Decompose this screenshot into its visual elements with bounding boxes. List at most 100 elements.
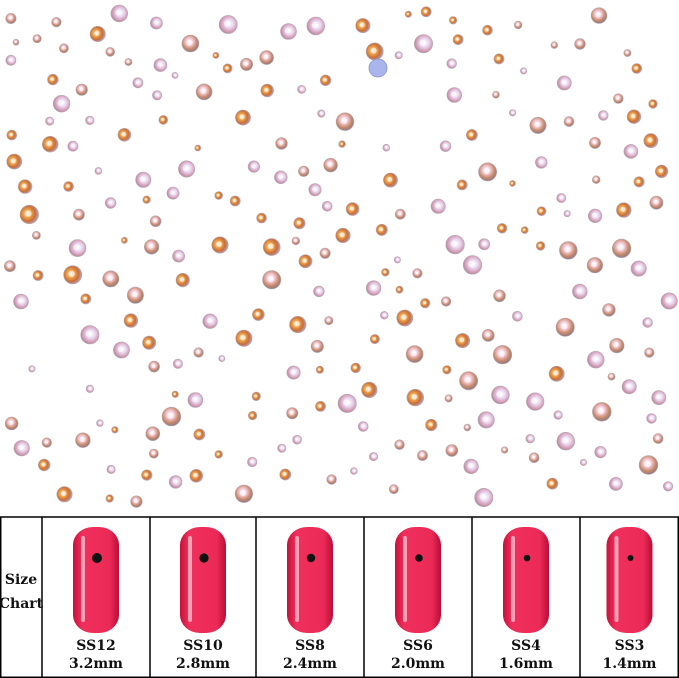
- rhinestone-facet: [411, 393, 418, 400]
- rhinestone-facet: [41, 462, 46, 467]
- rhinestone-facet: [559, 196, 563, 200]
- size-code: SS4: [511, 638, 541, 654]
- rhinestone-facet: [445, 367, 448, 371]
- rhinestone-facet: [651, 102, 655, 105]
- rhinestone-facet: [343, 399, 350, 406]
- rhinestone-facet: [340, 142, 343, 145]
- rhinestone-facet: [601, 113, 605, 117]
- rhinestone-facet: [290, 369, 296, 375]
- rhinestone-facet: [561, 79, 567, 85]
- nail-gem: [306, 553, 316, 563]
- rhinestone-facet: [420, 453, 424, 457]
- rhinestone-facet: [284, 27, 291, 34]
- rhinestone-facet: [18, 444, 24, 451]
- rhinestone-facet: [360, 424, 365, 428]
- rhinestone-facet: [113, 428, 116, 431]
- nail-highlight: [81, 536, 85, 622]
- rhinestone-facet: [73, 244, 80, 251]
- rhinestone-facet: [396, 258, 399, 261]
- rhinestone-facet: [447, 396, 450, 400]
- rhinestone-facet: [264, 87, 269, 93]
- rhinestone-facet: [499, 226, 504, 230]
- rhinestone-facet: [582, 461, 585, 464]
- nail-highlight: [614, 536, 619, 622]
- size-mm: 1.6mm: [499, 656, 553, 672]
- rhinestone-facet: [186, 39, 193, 46]
- rhinestone-facet: [239, 489, 247, 497]
- rhinestone-facet: [397, 211, 402, 216]
- rhinestone-facet: [553, 370, 559, 376]
- rhinestone-facet: [153, 218, 157, 223]
- rhinestone-facet: [450, 91, 457, 97]
- size-code: SS3: [615, 638, 645, 654]
- rhinestone-facet: [54, 20, 58, 24]
- rhinestone-facet: [401, 314, 407, 321]
- rhinestone-facet: [598, 449, 602, 454]
- rhinestone-facet: [419, 39, 426, 46]
- rhinestone-facet: [299, 87, 303, 91]
- rhinestone-facet: [387, 176, 393, 182]
- rhinestone-facet: [46, 140, 53, 147]
- rhinestone-facet: [522, 69, 525, 72]
- rhinestone-facet: [318, 404, 322, 408]
- rhinestone-facet: [625, 51, 629, 54]
- rhinestone-facet: [83, 296, 88, 301]
- rhinestone-facet: [7, 263, 12, 268]
- rhinestone-facet: [302, 258, 308, 264]
- rhinestone-facet: [68, 270, 76, 278]
- rhinestone-facet: [295, 437, 299, 441]
- rhinestone-facet: [144, 472, 149, 477]
- rhinestone-facet: [591, 261, 597, 268]
- rhinestone-facet: [359, 22, 365, 28]
- rhinestone-facet: [485, 27, 489, 32]
- rhinestone-facet: [592, 356, 598, 362]
- rhinestone-field: [3, 4, 678, 508]
- size-code: SS6: [403, 638, 433, 654]
- rhinestone-facet: [126, 60, 130, 63]
- size-mm: 2.4mm: [283, 656, 337, 672]
- rhinestone-facet: [153, 20, 158, 25]
- nail-highlight: [295, 536, 299, 622]
- rhinestone-facet: [449, 447, 454, 452]
- rhinestone-facet: [108, 49, 112, 54]
- rhinestone-facet: [443, 299, 448, 303]
- rhinestone-facet: [157, 62, 162, 67]
- rhinestone-facet: [329, 477, 333, 481]
- rhinestone-facet: [352, 469, 355, 472]
- rhinestone-facet: [216, 193, 220, 197]
- rhinestone-facet: [549, 481, 554, 486]
- rhinestone-facet: [339, 232, 345, 238]
- rhinestone-facet: [94, 30, 100, 36]
- rhinestone-facet: [279, 446, 283, 450]
- nail: [180, 527, 226, 633]
- rhinestone-facet: [30, 367, 33, 370]
- rhinestone-facet: [10, 158, 17, 164]
- rhinestone-facet: [255, 311, 260, 317]
- rhinestone-facet: [108, 200, 112, 205]
- rhinestone-facet: [443, 143, 447, 148]
- nail: [395, 527, 441, 633]
- rhinestone-facet: [365, 386, 372, 392]
- rhinestone-facet: [250, 413, 254, 417]
- rhinestone-facet: [312, 187, 317, 192]
- rhinestone-facet: [467, 463, 473, 469]
- nail: [287, 527, 333, 633]
- rhinestone-facet: [561, 437, 569, 444]
- rhinestone-facet: [665, 297, 672, 304]
- size-mm: 1.4mm: [603, 656, 657, 672]
- rhinestone-facet: [449, 61, 453, 65]
- rhinestone-facet: [323, 77, 327, 82]
- size-code: SS10: [183, 638, 223, 654]
- rhinestone-facet: [566, 119, 571, 123]
- rhinestone-facet: [200, 88, 207, 94]
- rhinestone-facet: [44, 440, 48, 444]
- size-code: SS8: [295, 638, 325, 654]
- rhinestone-facet: [459, 337, 465, 343]
- rhinestone-facet: [161, 117, 165, 122]
- rhinestone-facet: [267, 275, 274, 283]
- rhinestone-facet: [50, 77, 55, 81]
- rhinestone-facet: [182, 165, 189, 172]
- rhinestone-facet: [459, 182, 464, 187]
- nail: [73, 527, 119, 633]
- rhinestone-facet: [485, 332, 490, 337]
